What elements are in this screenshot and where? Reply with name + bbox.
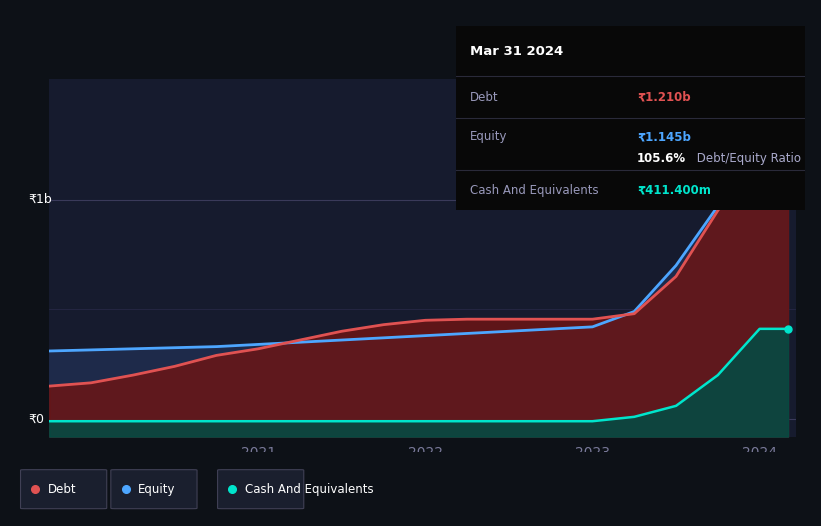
Text: ₹0: ₹0: [29, 412, 44, 426]
Text: ₹411.400m: ₹411.400m: [637, 184, 711, 197]
Text: Debt: Debt: [470, 90, 498, 104]
Text: ₹1.145b: ₹1.145b: [637, 130, 691, 143]
Text: 105.6%: 105.6%: [637, 153, 686, 165]
Text: Cash And Equivalents: Cash And Equivalents: [470, 184, 599, 197]
Text: ₹1.210b: ₹1.210b: [637, 90, 690, 104]
Text: Mar 31 2024: Mar 31 2024: [470, 45, 563, 58]
FancyBboxPatch shape: [111, 470, 197, 509]
Text: Equity: Equity: [138, 483, 176, 495]
Text: ₹1b: ₹1b: [29, 193, 53, 206]
Text: Debt/Equity Ratio: Debt/Equity Ratio: [693, 153, 801, 165]
Text: Debt: Debt: [48, 483, 76, 495]
Text: Cash And Equivalents: Cash And Equivalents: [245, 483, 374, 495]
FancyBboxPatch shape: [21, 470, 107, 509]
FancyBboxPatch shape: [218, 470, 304, 509]
Text: Equity: Equity: [470, 130, 507, 143]
